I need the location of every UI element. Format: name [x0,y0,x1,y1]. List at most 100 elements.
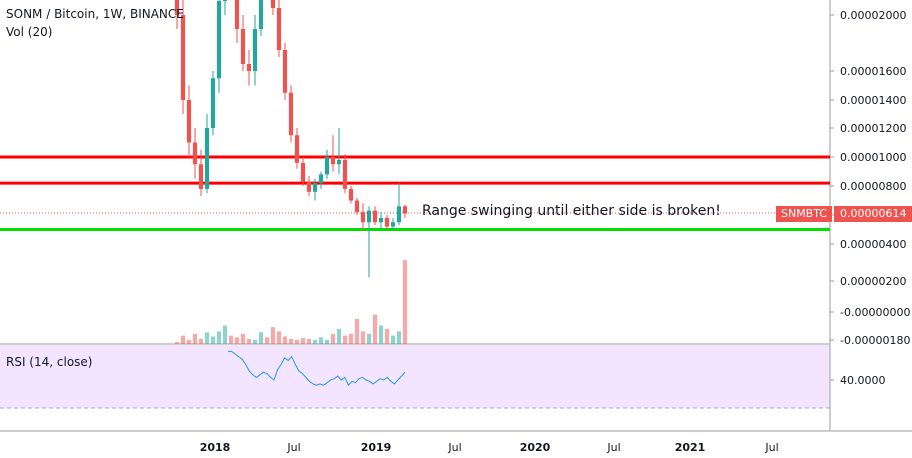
candle-body [336,159,342,165]
volume-bar [396,331,402,344]
candle-body [354,200,360,213]
price-tick-label: 0.00000400 [840,238,906,251]
time-axis-label: 2021 [675,441,706,454]
volume-bar [342,335,348,344]
candle-body [204,128,210,189]
candle-body [258,0,264,29]
volume-bar [330,333,336,344]
price-tick-label: 0.00002000 [840,9,906,22]
price-tick-label: 0.00001000 [840,151,906,164]
time-axis-label: 2020 [520,441,551,454]
price-tick-label: 0.00000800 [840,180,906,193]
volume-bar [300,338,306,344]
volume-bar [372,314,378,344]
volume-bar [246,338,252,344]
symbol-price-tag: SNMBTC [776,206,832,222]
candle-body [174,0,180,15]
volume-bar [354,318,360,344]
time-axis-label: Jul [447,441,461,454]
candle-body [402,206,408,214]
candle-body [234,0,240,29]
candle-body [378,217,384,223]
candle-body [216,1,222,79]
time-axis-label: Jul [286,441,300,454]
candle-body [396,206,402,223]
candle-body [384,217,390,227]
volume-bar [378,325,384,344]
candle-body [360,212,366,223]
candle-body [330,157,336,165]
candle-body [282,50,288,93]
volume-bar [252,339,258,344]
candle-body [192,142,198,165]
candle-body [294,135,300,163]
rsi-pane-background [0,345,830,408]
volume-bar [180,335,186,344]
volume-bar [234,337,240,344]
volume-bar [258,332,264,344]
candle-body [300,162,306,182]
volume-bar [294,339,300,344]
candle-body [246,64,252,71]
time-axis-label: 2019 [361,441,392,454]
volume-bar [366,333,372,344]
volume-bar [204,332,210,344]
volume-bar [390,335,396,344]
candle-body [210,78,216,128]
volume-bar [402,260,408,344]
volume-bar [270,327,276,344]
price-tick-label: 0.00001200 [840,122,906,135]
volume-bar [348,333,354,344]
volume-bar [306,338,312,344]
volume-bar [318,337,324,344]
volume-bar [324,339,330,344]
candle-body [270,0,276,8]
price-tick-label: 0.00001400 [840,94,906,107]
candle-body [342,159,348,189]
volume-bar [228,335,234,344]
last-price-tag: 0.00000614 [834,206,912,222]
candle-body [306,181,312,192]
volume-bar [264,337,270,344]
price-tick-label: 0.00001600 [840,65,906,78]
price-tick-label: -0.00000000 [840,306,910,319]
volume-bar [186,339,192,344]
price-tick-label: 0.00000200 [840,275,906,288]
volume-bar [210,336,216,344]
volume-bar [276,331,282,344]
chart-annotation[interactable]: Range swinging until either side is brok… [422,203,721,219]
candle-body [198,164,204,189]
volume-bar [288,338,294,344]
volume-bar [336,328,342,344]
candle-body [324,157,330,175]
volume-bar [282,336,288,344]
candle-body [312,183,318,192]
volume-bar [360,331,366,344]
rsi-tick-label: 40.0000 [840,374,886,387]
symbol-title[interactable]: SONM / Bitcoin, 1W, BINANCE [6,7,184,21]
time-axis-label: Jul [764,441,778,454]
time-axis-label: 2018 [200,441,231,454]
volume-bar [198,338,204,344]
candle-body [348,188,354,201]
candle-body [318,174,324,184]
volume-bar [192,333,198,344]
candle-body [222,0,228,1]
rsi-indicator-label[interactable]: RSI (14, close) [6,355,93,369]
price-tick-label: -0.00000180 [840,334,910,347]
candle-body [390,222,396,227]
volume-bar [384,328,390,344]
volume-indicator-label[interactable]: Vol (20) [6,25,53,39]
candle-body [186,100,192,143]
volume-bar [222,325,228,344]
volume-bar [312,339,318,344]
candle-body [372,210,378,223]
rsi-line [228,350,406,387]
candle-body [288,92,294,136]
candle-body [276,8,282,50]
candle-body [240,29,246,64]
candle-body [366,210,372,223]
volume-bar [216,331,222,344]
